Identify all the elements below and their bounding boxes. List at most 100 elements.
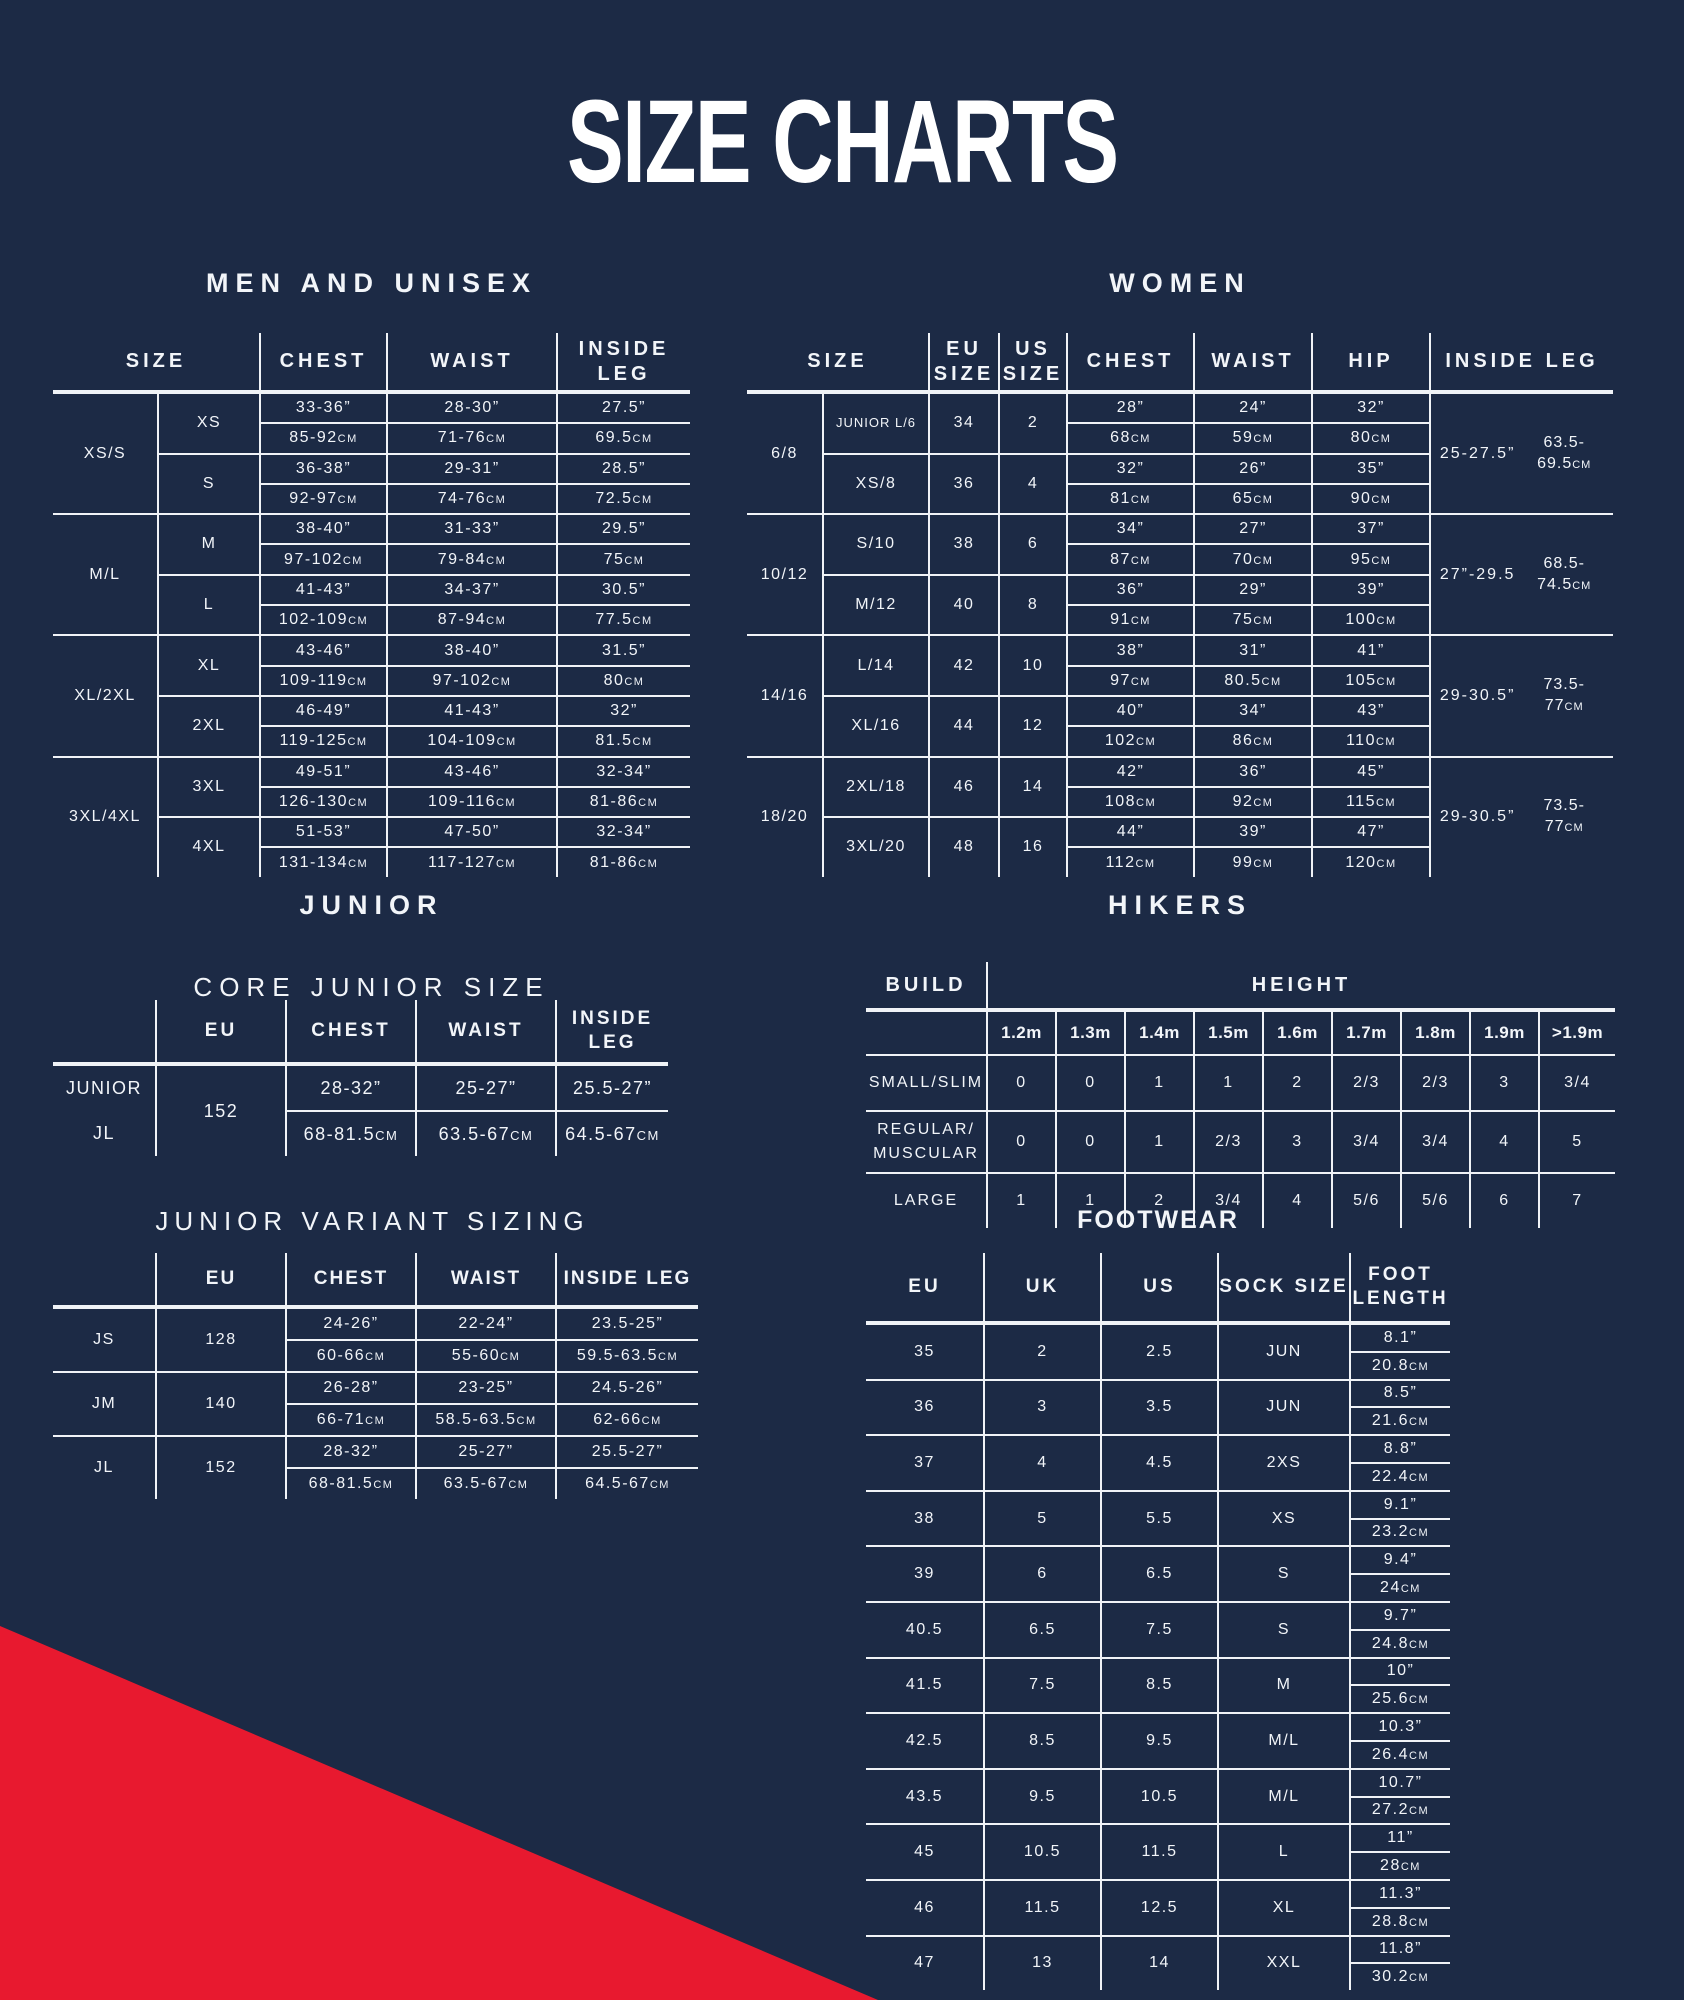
waist-inches: 26”	[1193, 452, 1313, 484]
table-row: 14/16 L/14 42 10 38” 31” 41” 29-30.5” 73.5-77cm	[747, 634, 1614, 757]
column-header-inside-leg: INSIDE LEG	[555, 1000, 668, 1066]
us-size: 2	[998, 391, 1068, 454]
table-row: 30.2cm	[866, 1962, 1450, 1991]
us-size: 6.5	[1100, 1545, 1218, 1602]
subsection-heading-core-junior: CORE JUNIOR SIZE	[193, 972, 550, 1002]
table-row: 4XL 51-53” 47-50” 32-34”	[53, 816, 691, 877]
eu-size: 37	[866, 1434, 984, 1491]
column-header-inside-leg: INSIDE LEG	[555, 1253, 698, 1309]
hiker-size-value: 2	[1124, 1172, 1194, 1228]
leg-cm: 80cm	[556, 664, 691, 696]
leg-cm: 69.5cm	[556, 422, 691, 454]
build-label: LARGE	[866, 1172, 987, 1228]
eu-size: 140	[155, 1371, 286, 1436]
table-row: 43.5 9.5 10.5 M/L 10.7”	[866, 1767, 1450, 1825]
table-row: 112cm 99cm 120cm	[747, 846, 1613, 877]
inside-leg-inches: 29-30.5”	[1439, 808, 1516, 826]
inside-leg-values: 25-27.5” 63.5-69.5cm	[1431, 433, 1613, 475]
foot-length-cm: 28.8cm	[1349, 1906, 1450, 1936]
us-size: 12	[998, 694, 1068, 757]
waist-cm: 70cm	[1193, 543, 1313, 575]
foot-length-cm: 20.8cm	[1349, 1350, 1450, 1380]
hiker-size-value: 6	[1469, 1172, 1539, 1228]
size-label: XL	[156, 634, 261, 696]
leg-inches: 30.5”	[556, 573, 691, 606]
foot-length-cm: 23.2cm	[1349, 1517, 1450, 1547]
table-row: 126-130cm 109-116cm 81-86cm	[53, 785, 691, 818]
chest-cm: 66-71cm	[285, 1403, 416, 1436]
eu-size: 34	[928, 391, 1000, 454]
waist-inches: 34-37”	[386, 573, 558, 606]
chest-cm: 68cm	[1066, 422, 1195, 454]
table-row: 131-134cm 117-127cm 81-86cm	[53, 846, 691, 877]
table-row: 81cm 65cm 90cm	[747, 482, 1613, 515]
column-header-size: SIZE	[747, 333, 930, 394]
uk-size: 2	[983, 1323, 1101, 1380]
table-row: 42.5 8.5 9.5 M/L 10.3”	[866, 1712, 1450, 1769]
size-label: M/12	[821, 573, 930, 636]
section-heading-women: WOMEN	[1109, 268, 1251, 298]
foot-length-inches: 10.3”	[1349, 1712, 1450, 1741]
leg-inches: 25.5-27”	[555, 1435, 698, 1468]
chest-cm: 92-97cm	[259, 482, 388, 515]
chest-cm: 87cm	[1066, 543, 1195, 575]
table-header-row: BUILD HEIGHT	[866, 962, 1616, 1012]
size-label: JL	[53, 1435, 156, 1499]
us-size: 7.5	[1100, 1600, 1218, 1658]
waist-inches: 47-50”	[386, 816, 558, 848]
eu-size: 43.5	[866, 1767, 984, 1825]
us-size: 14	[1100, 1934, 1218, 1991]
waist-cm: 71-76cm	[386, 422, 558, 454]
size-label: L	[156, 573, 261, 636]
section-heading-junior: JUNIOR	[299, 890, 444, 920]
hiker-size-value: 1	[986, 1172, 1056, 1228]
us-size: 10	[998, 634, 1068, 696]
eu-size: 45	[866, 1823, 984, 1880]
chest-inches: 36-38”	[259, 452, 388, 484]
column-header-eu-size: EU SIZE	[928, 333, 1000, 394]
us-size: 3.5	[1100, 1378, 1218, 1436]
leg-cm: 77.5cm	[556, 604, 691, 636]
waist-cm: 117-127cm	[386, 846, 558, 877]
leg-inches: 25.5-27”	[555, 1064, 668, 1111]
table-row: 20.8cm	[866, 1350, 1450, 1380]
waist-cm: 79-84cm	[386, 543, 558, 575]
waist-inches: 34”	[1193, 694, 1313, 727]
hiker-size-value: 7	[1537, 1172, 1616, 1228]
chest-cm: 85-92cm	[259, 422, 388, 454]
leg-inches: 24.5-26”	[555, 1371, 698, 1404]
eu-size: 39	[866, 1545, 984, 1602]
leg-cm: 81.5cm	[556, 725, 691, 757]
table-row: 109-119cm 97-102cm 80cm	[53, 664, 691, 696]
size-label: JUNIOR	[66, 1078, 142, 1099]
hip-cm: 95cm	[1311, 543, 1431, 575]
uk-size: 5	[983, 1489, 1101, 1547]
us-size: 8.5	[1100, 1656, 1218, 1714]
waist-inches: 31”	[1193, 634, 1313, 666]
table-row: 91cm 75cm 100cm	[747, 604, 1613, 636]
hiker-size-value: 3/4	[1537, 1054, 1616, 1111]
column-header-hip: HIP	[1311, 333, 1431, 394]
chest-inches: 38”	[1066, 634, 1195, 666]
subsection-heading-junior-variant: JUNIOR VARIANT SIZING	[155, 1206, 590, 1236]
hiker-size-value: 3/4	[1193, 1172, 1263, 1228]
table-row: JS 128 24-26” 22-24” 23.5-25”	[53, 1307, 698, 1372]
us-size: 8	[998, 573, 1068, 636]
waist-cm: 92cm	[1193, 785, 1313, 818]
us-size: 10.5	[1100, 1767, 1218, 1825]
chest-inches: 41-43”	[259, 573, 388, 606]
waist-cm: 104-109cm	[386, 725, 558, 757]
waist-cm: 109-116cm	[386, 785, 558, 818]
table-row: 10/12 S/10 38 6 34” 27” 37” 27”-29.5 68.5-74.5cm	[747, 513, 1614, 636]
column-header-build: BUILD	[866, 962, 987, 1012]
hip-inches: 39”	[1311, 573, 1431, 606]
waist-inches: 27”	[1193, 513, 1313, 545]
eu-size: 35	[914, 1342, 935, 1360]
hiker-size-value: 3/4	[1331, 1110, 1401, 1173]
hiker-size-value: 1	[1193, 1054, 1263, 1111]
waist-inches: 41-43”	[386, 694, 558, 727]
sock-size: JUN	[1217, 1323, 1350, 1380]
leg-cm: 72.5cm	[556, 482, 691, 515]
eu-size: 42.5	[866, 1712, 984, 1769]
